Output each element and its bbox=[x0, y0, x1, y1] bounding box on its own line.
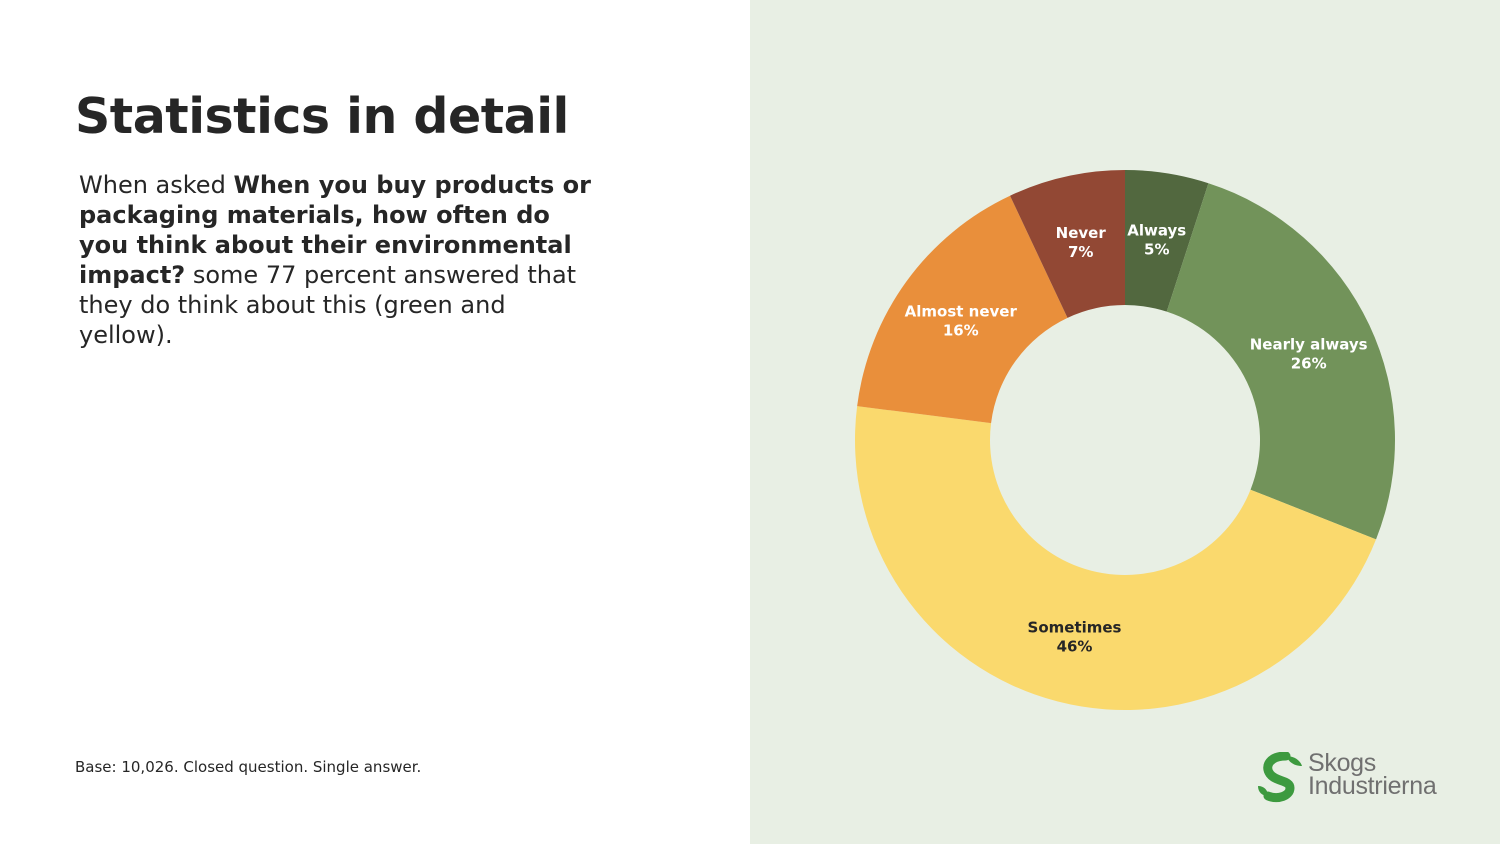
slice-label-name: Never bbox=[1056, 224, 1107, 242]
intro-prefix: When asked bbox=[79, 171, 234, 199]
donut-slice-always bbox=[1125, 170, 1209, 312]
logo-line-1: Skogs bbox=[1308, 749, 1376, 777]
donut-slice-nearly-always bbox=[1166, 183, 1395, 540]
slice-label-name: Almost never bbox=[905, 303, 1018, 321]
slice-label-never: Never 7% bbox=[1056, 224, 1107, 261]
intro-suffix: some 77 percent answered that they do th… bbox=[79, 261, 577, 349]
slice-label-value: 7% bbox=[1068, 243, 1093, 261]
slice-label-sometimes: Sometimes 46% bbox=[1028, 619, 1122, 656]
left-panel: Statistics in detail When asked When you… bbox=[75, 88, 599, 776]
donut-chart: Always 5% Nearly always 26% Sometimes 46% Almo… bbox=[855, 170, 1395, 711]
s-leaf-logo-icon bbox=[1258, 751, 1302, 803]
slice-label-value: 46% bbox=[1057, 638, 1093, 656]
slice-label-always: Always 5% bbox=[1127, 221, 1186, 258]
slice-label-name: Sometimes bbox=[1028, 619, 1122, 637]
survey-question: When you buy products or packaging mater… bbox=[79, 171, 591, 289]
slide-title: Statistics in detail bbox=[75, 88, 569, 145]
slice-label-value: 26% bbox=[1291, 355, 1327, 373]
skogsindustrierna-logo: Skogs Industrierna bbox=[1256, 749, 1456, 808]
slice-label-name: Always bbox=[1127, 221, 1186, 239]
intro-text: When asked When you buy products or pack… bbox=[79, 170, 599, 350]
logo-line-2: Industrierna bbox=[1308, 772, 1437, 800]
donut-slice-sometimes bbox=[855, 406, 1377, 711]
logo-text: Skogs Industrierna bbox=[1308, 749, 1437, 800]
footnote: Base: 10,026. Closed question. Single an… bbox=[75, 758, 422, 776]
slice-label-value: 5% bbox=[1144, 240, 1169, 258]
slice-label-value: 16% bbox=[943, 322, 979, 340]
slice-label-nearly-always: Nearly always 26% bbox=[1250, 336, 1368, 373]
slice-label-name: Nearly always bbox=[1250, 336, 1368, 354]
chart-panel: Always 5% Nearly always 26% Sometimes 46% Almo… bbox=[750, 0, 1500, 844]
slice-label-almost-never: Almost never 16% bbox=[905, 303, 1018, 340]
donut-slice-almost-never bbox=[857, 195, 1068, 424]
donut-slice-never bbox=[1010, 170, 1125, 318]
